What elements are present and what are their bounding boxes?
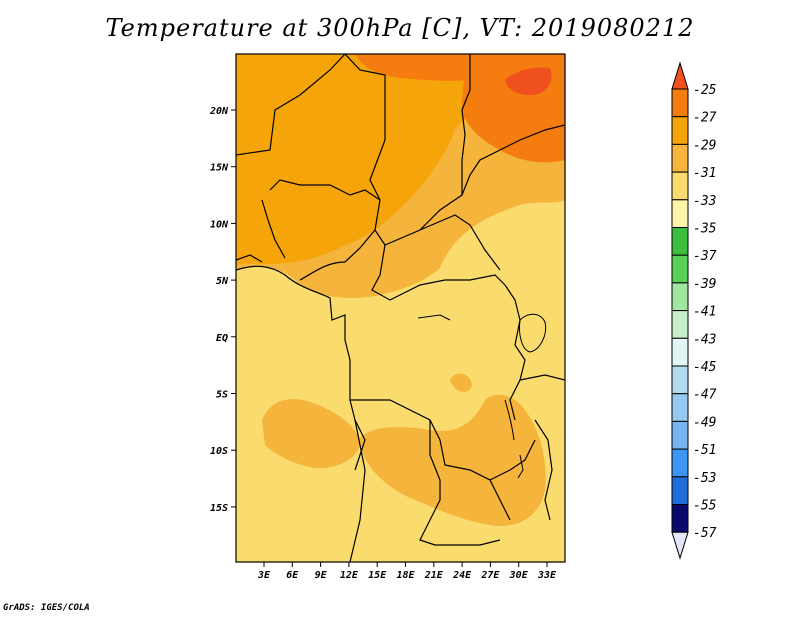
lat-tick-label: EQ bbox=[216, 333, 228, 344]
grads-credit: GrADS: IGES/COLA bbox=[3, 603, 90, 613]
lat-tick-label: 10N bbox=[210, 219, 229, 230]
longitude-axis: 3E 6E 9E 12E 15E 18E 21E 24E 27E 30E 33E bbox=[257, 562, 557, 581]
colorbar-label: -29 bbox=[693, 138, 716, 153]
field-blob-east-ea bbox=[450, 373, 472, 392]
colorbar-label: -55 bbox=[693, 499, 717, 514]
colorbar-box bbox=[671, 88, 689, 118]
colorbar-label: -45 bbox=[693, 360, 717, 375]
colorbar-box bbox=[671, 171, 689, 201]
colorbar-box bbox=[671, 448, 689, 478]
colorbar-box bbox=[671, 337, 689, 367]
map-title: Temperature at 300hPa [C], VT: 201908021… bbox=[105, 14, 695, 42]
lon-tick-label: 6E bbox=[286, 570, 299, 581]
lon-tick-label: 33E bbox=[537, 570, 557, 581]
colorbar-box bbox=[671, 310, 689, 339]
lat-tick-label: 15N bbox=[210, 163, 229, 174]
colorbar-label: -57 bbox=[693, 526, 717, 541]
lon-tick-label: 12E bbox=[340, 570, 359, 581]
map-frame bbox=[235, 53, 566, 563]
lakes bbox=[417, 313, 547, 479]
lat-tick-label: 20N bbox=[209, 106, 229, 117]
colorbar-box bbox=[671, 504, 689, 533]
colorbar-box bbox=[671, 199, 689, 229]
colorbar-label: -51 bbox=[693, 443, 716, 458]
colorbar-lower-arrow bbox=[671, 531, 689, 560]
colorbar-label: -41 bbox=[693, 305, 716, 320]
field-band-minus33-east bbox=[440, 200, 565, 300]
colorbar-label: -31 bbox=[693, 166, 716, 181]
colorbar-label: -37 bbox=[693, 249, 717, 264]
field-blob-minus27-top bbox=[355, 54, 470, 81]
colorbar-label: -47 bbox=[693, 388, 717, 403]
colorbar-box bbox=[671, 365, 689, 395]
lon-tick-label: 27E bbox=[480, 570, 500, 581]
colorbar-label: -35 bbox=[693, 222, 717, 237]
lat-tick-label: 10S bbox=[210, 446, 228, 457]
colorbar-label: -39 bbox=[693, 277, 716, 292]
colorbar-box bbox=[671, 254, 689, 284]
field-blob-angola bbox=[358, 394, 546, 526]
colorbar-box bbox=[671, 227, 689, 256]
field-blob-sw bbox=[262, 399, 361, 469]
colorbar-label: -53 bbox=[693, 471, 716, 486]
colorbar-label: -33 bbox=[693, 194, 716, 209]
colorbar-label: -25 bbox=[693, 83, 717, 98]
lon-tick-label: 3E bbox=[257, 570, 271, 581]
colorbar-box bbox=[671, 282, 689, 312]
lat-tick-label: 5N bbox=[216, 276, 229, 287]
colorbar-label: -49 bbox=[693, 415, 716, 430]
lon-tick-label: 30E bbox=[509, 570, 529, 581]
colorbar-upper-arrow bbox=[671, 61, 689, 90]
colorbar-box bbox=[671, 116, 689, 145]
latitude-axis: 20N 15N 10N 5N EQ 5S 10S 15S bbox=[209, 106, 236, 514]
colorbar-label: -27 bbox=[693, 111, 717, 126]
lat-tick-label: 5S bbox=[216, 390, 228, 401]
colorbar-box bbox=[671, 420, 689, 450]
colorbar-box bbox=[671, 476, 689, 505]
lon-tick-label: 24E bbox=[452, 570, 472, 581]
colorbar-box bbox=[671, 143, 689, 173]
lon-tick-label: 15E bbox=[368, 570, 387, 581]
field-blob-minus25 bbox=[505, 67, 552, 96]
lat-tick-label: 15S bbox=[210, 503, 228, 514]
lon-tick-label: 18E bbox=[396, 570, 415, 581]
lon-tick-label: 9E bbox=[315, 570, 328, 581]
colorbar: -25 -27 -29 -31 -33 -35 -37 -39 -41 -43 -45 -47 -49 -… bbox=[671, 61, 717, 560]
colorbar-box bbox=[671, 393, 689, 422]
lon-tick-label: 21E bbox=[424, 570, 444, 581]
country-borders bbox=[236, 54, 565, 562]
temperature-field bbox=[236, 54, 565, 562]
colorbar-label: -43 bbox=[693, 332, 716, 347]
